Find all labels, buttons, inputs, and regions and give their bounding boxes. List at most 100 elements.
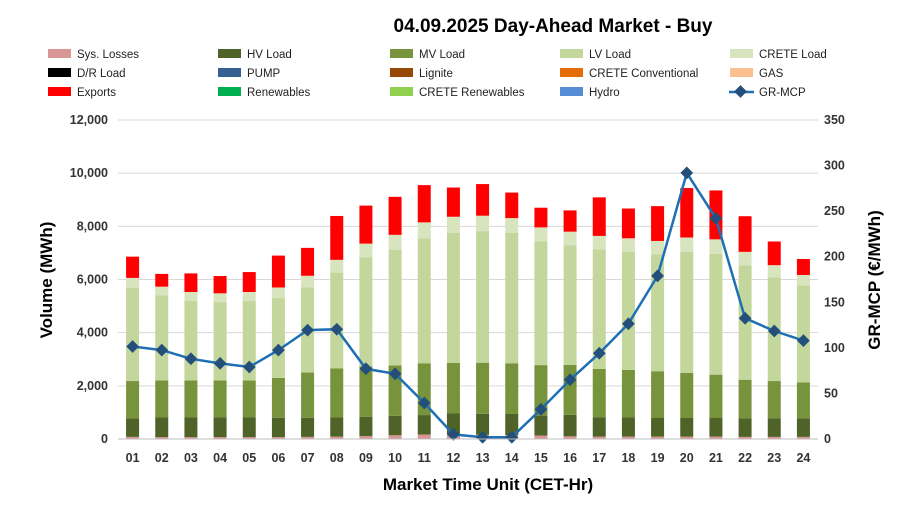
legend-label-gas: GAS (759, 68, 784, 80)
bar-hv-load (796, 418, 810, 437)
legend-label-sys-losses: Sys. Losses (77, 49, 139, 61)
x-tick-label: 10 (388, 451, 402, 465)
bar-sys-losses (709, 436, 723, 439)
gr-mcp-point-07 (301, 323, 314, 337)
gr-mcp-point-01 (126, 340, 139, 353)
bar-exports (417, 185, 431, 223)
bar-mv-load (563, 364, 577, 415)
bar-crete-load (476, 215, 490, 232)
bar-hv-load (767, 418, 781, 437)
y-tick-label: 6,000 (77, 273, 108, 287)
bar-exports (242, 272, 256, 292)
axes: 02,0004,0006,0008,00010,00012,0000501001… (70, 113, 845, 465)
x-tick-label: 14 (505, 451, 519, 465)
bar-sys-losses (301, 436, 315, 439)
x-tick-label: 20 (680, 451, 694, 465)
bar-exports (446, 187, 460, 217)
bar-stack-14 (505, 192, 519, 439)
legend-label-crete-load: CRETE Load (759, 49, 827, 61)
bar-stack-24 (796, 259, 810, 439)
bar-mv-load (592, 368, 606, 418)
bar-sys-losses (621, 436, 635, 439)
bar-lv-load (359, 257, 373, 367)
bar-hv-load (242, 417, 256, 438)
y2-tick-label: 0 (824, 432, 831, 446)
bar-sys-losses (213, 437, 227, 439)
bar-hv-load (592, 417, 606, 437)
gr-mcp-point-04 (213, 357, 227, 370)
x-tick-label: 04 (213, 451, 227, 465)
bar-stack-02 (155, 273, 169, 439)
bar-mv-load (680, 372, 694, 418)
bar-stack-01 (126, 256, 140, 439)
x-tick-label: 17 (592, 451, 606, 465)
gr-mcp-point-02 (155, 343, 169, 357)
x-tick-label: 15 (534, 451, 548, 465)
bar-lv-load (534, 241, 548, 366)
bar-lv-load (184, 300, 198, 381)
bar-lv-load (796, 285, 810, 383)
grid-lines (118, 119, 818, 387)
legend-label-exports: Exports (77, 87, 116, 99)
gr-mcp-line (132, 169, 804, 439)
legend-swatch-renewables (218, 87, 241, 96)
bar-crete-load (446, 216, 460, 233)
bar-crete-load (563, 231, 577, 246)
bar-exports (796, 259, 810, 275)
bar-mv-load (242, 380, 256, 418)
bar-hv-load (680, 418, 694, 437)
bar-lv-load (505, 232, 519, 364)
y2-tick-label: 350 (824, 113, 845, 127)
legend-label-hydro: Hydro (589, 87, 620, 99)
bar-lv-load (446, 232, 460, 363)
bar-mv-load (767, 381, 781, 419)
y-tick-label: 0 (101, 432, 108, 446)
legend-swatch-crete-conventional (560, 68, 583, 77)
bar-crete-load (388, 234, 402, 250)
bar-exports (592, 197, 606, 236)
gr-mcp-point-06 (272, 343, 285, 357)
bar-mv-load (271, 377, 285, 418)
bar-exports (680, 188, 694, 238)
y2-tick-label: 250 (824, 204, 845, 218)
gr-mcp-point-20 (680, 166, 694, 180)
gr-mcp-point-13 (476, 430, 489, 444)
legend-label-crete-renewables: CRETE Renewables (419, 87, 525, 99)
bar-exports (359, 205, 373, 244)
legend-swatch-pump (218, 68, 241, 77)
bar-hv-load (476, 413, 490, 435)
legend-label-d-r-load: D/R Load (77, 68, 126, 80)
bar-exports (126, 256, 140, 278)
bar-hv-load (330, 417, 344, 437)
bar-exports (155, 273, 169, 287)
legend-swatch-mv-load (390, 49, 413, 58)
bar-sys-losses (330, 436, 344, 439)
bar-exports (330, 215, 344, 260)
bar-hv-load (534, 415, 548, 436)
y-tick-label: 10,000 (70, 166, 108, 180)
bar-mv-load (301, 372, 315, 418)
y-tick-label: 2,000 (77, 379, 108, 393)
legend-swatch-hv-load (218, 49, 241, 58)
bar-crete-load (796, 274, 810, 286)
x-axis-label: Market Time Unit (CET-Hr) (383, 475, 593, 494)
bar-hv-load (709, 418, 723, 437)
legend-swatch-crete-load (730, 49, 753, 58)
x-tick-label: 23 (767, 451, 781, 465)
bar-stack-19 (651, 206, 665, 439)
bar-crete-load (621, 238, 635, 252)
bar-mv-load (534, 365, 548, 416)
x-tick-label: 11 (418, 451, 431, 465)
bar-crete-load (359, 243, 373, 258)
bar-lv-load (126, 288, 140, 382)
bar-mv-load (213, 380, 227, 418)
bar-crete-load (242, 291, 256, 301)
bar-crete-load (330, 259, 344, 273)
bar-mv-load (796, 382, 810, 419)
y2-tick-label: 50 (824, 386, 838, 400)
bar-sys-losses (738, 436, 752, 439)
bar-hv-load (301, 417, 315, 437)
x-tick-label: 13 (476, 451, 490, 465)
bar-mv-load (359, 366, 373, 417)
gr-mcp-point-12 (447, 428, 460, 441)
